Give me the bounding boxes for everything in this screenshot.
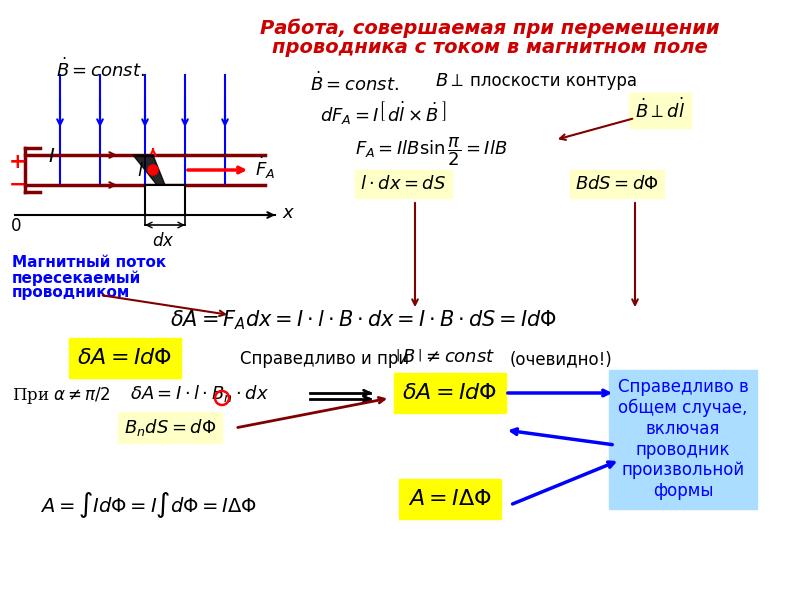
Text: $\dot{B} \perp d\dot{l}$: $\dot{B} \perp d\dot{l}$ (635, 98, 685, 122)
Text: Справедливо и при: Справедливо и при (240, 350, 409, 368)
Text: Магнитный поток: Магнитный поток (12, 255, 166, 270)
Text: −: − (10, 175, 26, 195)
Text: $I$: $I$ (48, 148, 55, 166)
Text: $F_A = IlB\sin\dfrac{\pi}{2} = IlB$: $F_A = IlB\sin\dfrac{\pi}{2} = IlB$ (355, 135, 507, 167)
Text: $\left|\,B\,\right| \neq const$: $\left|\,B\,\right| \neq const$ (395, 348, 495, 366)
Text: $\delta A = F_A dx = I \cdot l \cdot B \cdot dx = I \cdot B \cdot dS = Id\Phi$: $\delta A = F_A dx = I \cdot l \cdot B \… (170, 308, 557, 332)
Text: $dF_A = I\left[\,d\dot{l} \times \dot{B}\,\right]$: $dF_A = I\left[\,d\dot{l} \times \dot{B}… (320, 100, 446, 127)
Text: При $\alpha \neq \pi/2$: При $\alpha \neq \pi/2$ (12, 385, 111, 406)
Text: $dx$: $dx$ (152, 232, 174, 250)
Polygon shape (133, 155, 165, 185)
Text: $B_n dS = d\Phi$: $B_n dS = d\Phi$ (124, 417, 216, 438)
Bar (145, 185, 185, 215)
Text: пересекаемый: пересекаемый (12, 270, 142, 286)
Text: $0$: $0$ (10, 218, 22, 235)
Text: $x$: $x$ (282, 204, 295, 222)
Text: $B \perp$: $B \perp$ (435, 72, 464, 90)
Text: $\delta A = I \cdot l \cdot B_n \cdot dx$: $\delta A = I \cdot l \cdot B_n \cdot dx… (130, 383, 269, 404)
Text: +: + (9, 152, 27, 172)
Text: $\dot{F}_A$: $\dot{F}_A$ (255, 155, 275, 181)
Text: Работа, совершаемая при перемещении: Работа, совершаемая при перемещении (260, 18, 720, 38)
Text: Справедливо в
общем случае,
включая
проводник
произвольной
формы: Справедливо в общем случае, включая пров… (618, 378, 748, 500)
Text: $\delta A = Id\Phi$: $\delta A = Id\Phi$ (402, 382, 498, 404)
Text: $\dot{B} = const.$: $\dot{B} = const.$ (310, 72, 399, 95)
Text: проводника с током в магнитном поле: проводника с током в магнитном поле (272, 38, 708, 57)
Text: $A = I\Delta\Phi$: $A = I\Delta\Phi$ (408, 488, 492, 510)
Text: $\dot{B} = const.$: $\dot{B} = const.$ (55, 58, 145, 81)
Text: $l \cdot dx = dS$: $l \cdot dx = dS$ (360, 175, 446, 193)
Text: $l$: $l$ (137, 162, 143, 180)
Text: $BdS = d\Phi$: $BdS = d\Phi$ (575, 175, 659, 193)
Text: плоскости контура: плоскости контура (470, 72, 637, 90)
Text: (очевидно!): (очевидно!) (510, 350, 613, 368)
Circle shape (148, 165, 158, 175)
Text: $A = \int Id\Phi = I\int d\Phi = I\Delta\Phi$: $A = \int Id\Phi = I\int d\Phi = I\Delta… (40, 490, 257, 520)
Text: $\delta A = Id\Phi$: $\delta A = Id\Phi$ (78, 347, 173, 369)
Text: проводником: проводником (12, 285, 130, 300)
